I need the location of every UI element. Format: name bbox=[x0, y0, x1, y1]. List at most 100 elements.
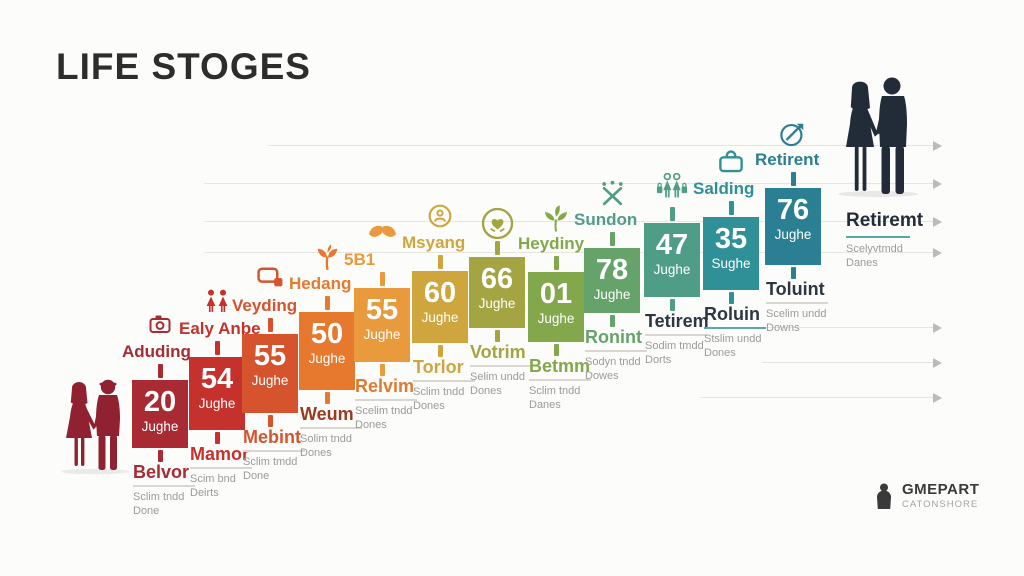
stage-block: 20 Jughe bbox=[132, 380, 188, 448]
retirement-note-label: Retiremt bbox=[846, 210, 924, 231]
stage-unit: Jughe bbox=[198, 396, 236, 411]
stage-number: 01 bbox=[539, 278, 573, 310]
stage-block: 60 Jughe bbox=[412, 271, 468, 343]
stage-tick-top bbox=[669, 207, 675, 221]
stage-name: Betmm bbox=[529, 356, 591, 376]
stage-tick-bottom bbox=[214, 432, 220, 444]
stage-tick-top bbox=[157, 364, 163, 378]
timeline-line bbox=[762, 327, 933, 328]
stage-number: 76 bbox=[776, 194, 810, 226]
stage-tick-top bbox=[267, 318, 273, 332]
stage-underline bbox=[645, 334, 707, 336]
stage-block: 54 Jughe bbox=[189, 357, 245, 430]
two-women-icon bbox=[197, 289, 237, 313]
stage-tick-top bbox=[790, 172, 796, 186]
stage-name: Roluin bbox=[704, 304, 760, 324]
chat-icon bbox=[250, 266, 290, 288]
heart-hands-icon bbox=[477, 207, 517, 240]
stage-tick-bottom bbox=[790, 267, 796, 279]
stage-detail: Sclim tndd Danes bbox=[529, 385, 581, 412]
timeline-line bbox=[268, 145, 933, 146]
stage-number: 55 bbox=[253, 340, 287, 372]
celebration-icon bbox=[592, 180, 632, 207]
stage-detail: Sclim tmdd Done bbox=[243, 456, 298, 483]
sprout-icon bbox=[307, 244, 347, 271]
retired-couple-silhouette bbox=[838, 77, 918, 197]
stage-number: 60 bbox=[423, 277, 457, 309]
arrowhead-icon bbox=[933, 140, 942, 151]
arrowhead-icon bbox=[933, 178, 942, 189]
brand-logo: GMEPART CATONSHORE bbox=[874, 482, 979, 512]
stage-block: 78 Jughe bbox=[584, 248, 640, 313]
stage-unit: Sughe bbox=[711, 256, 751, 271]
stage-underline bbox=[133, 485, 195, 487]
stage-tick-top bbox=[609, 232, 615, 246]
stage-number: 50 bbox=[310, 318, 344, 350]
stage-name: Tetirem bbox=[645, 311, 709, 331]
stage-name: Mamor bbox=[190, 444, 250, 464]
young-couple-silhouette bbox=[61, 379, 129, 475]
stage-detail: Scelim tndd Dones bbox=[355, 405, 413, 432]
stage-block: 50 Jughe bbox=[299, 312, 355, 390]
handbag-icon bbox=[711, 149, 751, 174]
compass-arrow-icon bbox=[773, 120, 813, 148]
stage-name: Votrim bbox=[470, 342, 526, 362]
arrowhead-icon bbox=[933, 392, 942, 403]
arrowhead-icon bbox=[933, 247, 942, 258]
stage-unit: Jughe bbox=[593, 287, 631, 302]
arrowhead-icon bbox=[933, 322, 942, 333]
stage-tick-top bbox=[214, 341, 220, 355]
stage-tick-top bbox=[494, 241, 500, 255]
stage-unit: Jughe bbox=[141, 419, 179, 434]
family-shopping-icon bbox=[652, 173, 692, 199]
stage-underline bbox=[190, 467, 252, 469]
leaves-icon bbox=[536, 204, 576, 233]
stage-tick-top bbox=[553, 256, 559, 270]
stage-label: Ealy Anbe bbox=[179, 319, 261, 338]
stage-tick-bottom bbox=[728, 292, 734, 304]
timeline-line bbox=[204, 252, 933, 253]
stage-detail: Stslim undd Dones bbox=[704, 333, 762, 360]
stage-underline bbox=[413, 380, 475, 382]
croissant-icon bbox=[362, 220, 402, 240]
stage-tick-bottom bbox=[267, 415, 273, 427]
stage-number: 55 bbox=[365, 294, 399, 326]
stage-unit: Jughe bbox=[653, 262, 691, 277]
stage-label: Heydiny bbox=[518, 234, 585, 253]
stage-underline bbox=[585, 350, 647, 352]
stage-label: 5B1 bbox=[344, 250, 376, 269]
stage-tick-bottom bbox=[669, 299, 675, 311]
timeline-line bbox=[204, 221, 933, 222]
stage-detail: Sclim tndd Dones bbox=[413, 386, 465, 413]
stage-unit: Jughe bbox=[363, 327, 401, 342]
stage-name: Belvor bbox=[133, 462, 190, 482]
stage-name: Toluint bbox=[766, 279, 825, 299]
stage-tick-top bbox=[379, 272, 385, 286]
camera-icon bbox=[140, 312, 180, 336]
retirement-note-detail: Scelyvtmdd Danes bbox=[846, 243, 903, 270]
stage-tick-bottom bbox=[494, 330, 500, 342]
stage-detail: Scelim undd Downs bbox=[766, 308, 827, 335]
stage-unit: Jughe bbox=[537, 311, 575, 326]
stage-name: Ronint bbox=[585, 327, 642, 347]
stage-detail: Sodyn tndd Dowes bbox=[585, 356, 641, 383]
stage-block: 66 Jughe bbox=[469, 257, 525, 328]
stage-name: Torlor bbox=[413, 357, 464, 377]
stage-block: 55 Jughe bbox=[242, 334, 298, 413]
person-icon bbox=[877, 483, 891, 509]
stage-unit: Jughe bbox=[251, 373, 289, 388]
timeline-line bbox=[700, 397, 933, 398]
stage-number: 35 bbox=[714, 223, 748, 255]
page-title: LIFE STOGES bbox=[56, 46, 311, 87]
stage-name: Mebint bbox=[243, 427, 301, 447]
stage-label: Sundon bbox=[574, 210, 638, 229]
stage-underline bbox=[243, 450, 305, 452]
stage-underline bbox=[300, 427, 362, 429]
stage-detail: Solim tndd Dones bbox=[300, 433, 352, 460]
stage-tick-top bbox=[324, 296, 330, 310]
stage-name: Relvim bbox=[355, 376, 415, 396]
stage-number: 66 bbox=[480, 263, 514, 295]
stage-unit: Jughe bbox=[308, 351, 346, 366]
stage-unit: Jughe bbox=[421, 310, 459, 325]
